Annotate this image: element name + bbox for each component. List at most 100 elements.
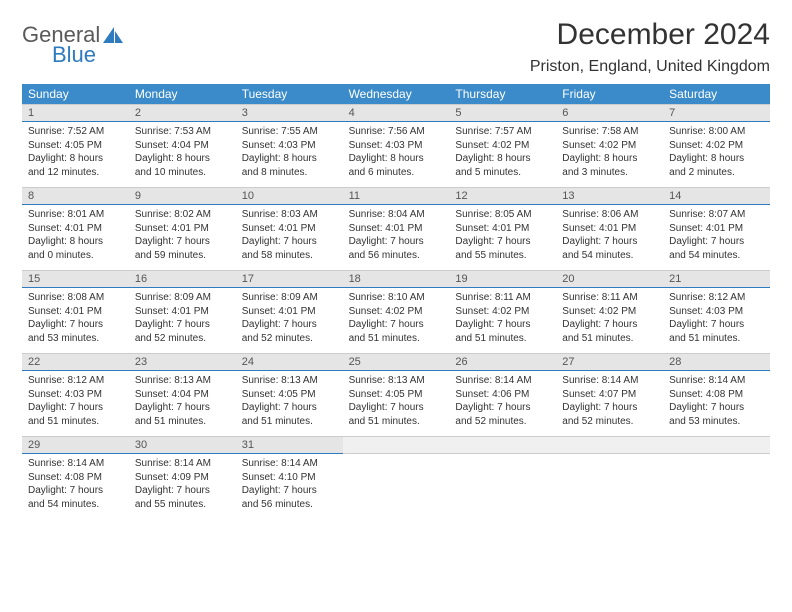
day-number-cell: 16 bbox=[129, 270, 236, 288]
day-number: 13 bbox=[562, 190, 574, 202]
daylight-line2: and 51 minutes. bbox=[669, 332, 764, 346]
sunset-label: Sunset: 4:02 PM bbox=[562, 139, 657, 153]
day-number-cell bbox=[343, 436, 450, 454]
day-content-cell: Sunrise: 7:56 AMSunset: 4:03 PMDaylight:… bbox=[343, 122, 450, 187]
day-number: 18 bbox=[349, 273, 361, 285]
day-content-cell: Sunrise: 7:53 AMSunset: 4:04 PMDaylight:… bbox=[129, 122, 236, 187]
day-number-cell: 31 bbox=[236, 436, 343, 454]
daylight-line1: Daylight: 8 hours bbox=[28, 152, 123, 166]
day-number: 3 bbox=[242, 107, 248, 119]
day-number: 31 bbox=[242, 439, 254, 451]
day-content-cell: Sunrise: 8:13 AMSunset: 4:05 PMDaylight:… bbox=[343, 371, 450, 436]
day-number: 17 bbox=[242, 273, 254, 285]
day-content-cell: Sunrise: 8:12 AMSunset: 4:03 PMDaylight:… bbox=[22, 371, 129, 436]
daylight-line2: and 51 minutes. bbox=[349, 415, 444, 429]
day-number-row: 22232425262728 bbox=[22, 353, 770, 371]
day-number-cell: 10 bbox=[236, 187, 343, 205]
day-content-cell: Sunrise: 8:09 AMSunset: 4:01 PMDaylight:… bbox=[236, 288, 343, 353]
sunrise-label: Sunrise: 8:09 AM bbox=[242, 291, 337, 305]
sunrise-label: Sunrise: 8:13 AM bbox=[135, 374, 230, 388]
daylight-line2: and 5 minutes. bbox=[455, 166, 550, 180]
daylight-line2: and 0 minutes. bbox=[28, 249, 123, 263]
day-content-cell: Sunrise: 8:02 AMSunset: 4:01 PMDaylight:… bbox=[129, 205, 236, 270]
day-content-cell: Sunrise: 8:05 AMSunset: 4:01 PMDaylight:… bbox=[449, 205, 556, 270]
day-number: 15 bbox=[28, 273, 40, 285]
location-label: Priston, England, United Kingdom bbox=[530, 58, 770, 76]
day-content-cell bbox=[663, 454, 770, 519]
day-content-cell: Sunrise: 7:57 AMSunset: 4:02 PMDaylight:… bbox=[449, 122, 556, 187]
day-number-cell: 4 bbox=[343, 104, 450, 122]
daylight-line2: and 51 minutes. bbox=[28, 415, 123, 429]
daylight-line1: Daylight: 7 hours bbox=[242, 318, 337, 332]
day-number-cell bbox=[663, 436, 770, 454]
day-content-cell: Sunrise: 8:09 AMSunset: 4:01 PMDaylight:… bbox=[129, 288, 236, 353]
title-block: December 2024 Priston, England, United K… bbox=[530, 18, 770, 76]
daylight-line2: and 59 minutes. bbox=[135, 249, 230, 263]
sunset-label: Sunset: 4:05 PM bbox=[242, 388, 337, 402]
day-content-cell: Sunrise: 7:55 AMSunset: 4:03 PMDaylight:… bbox=[236, 122, 343, 187]
daylight-line1: Daylight: 8 hours bbox=[242, 152, 337, 166]
day-number: 27 bbox=[562, 356, 574, 368]
daylight-line1: Daylight: 7 hours bbox=[135, 318, 230, 332]
daylight-line2: and 53 minutes. bbox=[669, 415, 764, 429]
sunset-label: Sunset: 4:03 PM bbox=[669, 305, 764, 319]
brand-sail-icon bbox=[102, 26, 124, 44]
day-content-row: Sunrise: 8:14 AMSunset: 4:08 PMDaylight:… bbox=[22, 454, 770, 519]
day-number: 25 bbox=[349, 356, 361, 368]
sunrise-label: Sunrise: 8:11 AM bbox=[455, 291, 550, 305]
sunrise-label: Sunrise: 8:03 AM bbox=[242, 208, 337, 222]
weekday-header: Saturday bbox=[663, 84, 770, 104]
day-content-row: Sunrise: 8:01 AMSunset: 4:01 PMDaylight:… bbox=[22, 205, 770, 270]
brand-logo: General Blue bbox=[22, 18, 124, 66]
day-content-cell: Sunrise: 8:14 AMSunset: 4:08 PMDaylight:… bbox=[663, 371, 770, 436]
day-number-cell: 18 bbox=[343, 270, 450, 288]
sunset-label: Sunset: 4:05 PM bbox=[349, 388, 444, 402]
day-number: 19 bbox=[455, 273, 467, 285]
sunset-label: Sunset: 4:08 PM bbox=[669, 388, 764, 402]
day-number: 2 bbox=[135, 107, 141, 119]
sunrise-label: Sunrise: 7:52 AM bbox=[28, 125, 123, 139]
daylight-line1: Daylight: 8 hours bbox=[455, 152, 550, 166]
sunset-label: Sunset: 4:03 PM bbox=[242, 139, 337, 153]
day-number-cell: 8 bbox=[22, 187, 129, 205]
daylight-line2: and 3 minutes. bbox=[562, 166, 657, 180]
day-content-cell: Sunrise: 8:03 AMSunset: 4:01 PMDaylight:… bbox=[236, 205, 343, 270]
sunset-label: Sunset: 4:02 PM bbox=[669, 139, 764, 153]
day-content-cell: Sunrise: 7:58 AMSunset: 4:02 PMDaylight:… bbox=[556, 122, 663, 187]
day-number-cell: 13 bbox=[556, 187, 663, 205]
sunset-label: Sunset: 4:02 PM bbox=[455, 305, 550, 319]
daylight-line2: and 51 minutes. bbox=[135, 415, 230, 429]
daylight-line2: and 55 minutes. bbox=[455, 249, 550, 263]
day-number-cell: 24 bbox=[236, 353, 343, 371]
weekday-header: Monday bbox=[129, 84, 236, 104]
daylight-line2: and 51 minutes. bbox=[562, 332, 657, 346]
header: General Blue December 2024 Priston, Engl… bbox=[22, 18, 770, 76]
weekday-header-row: Sunday Monday Tuesday Wednesday Thursday… bbox=[22, 84, 770, 104]
day-number: 6 bbox=[562, 107, 568, 119]
daylight-line1: Daylight: 7 hours bbox=[455, 235, 550, 249]
sunset-label: Sunset: 4:01 PM bbox=[242, 222, 337, 236]
day-number-cell: 12 bbox=[449, 187, 556, 205]
sunset-label: Sunset: 4:03 PM bbox=[349, 139, 444, 153]
day-number: 28 bbox=[669, 356, 681, 368]
day-content-cell: Sunrise: 7:52 AMSunset: 4:05 PMDaylight:… bbox=[22, 122, 129, 187]
day-content-row: Sunrise: 8:12 AMSunset: 4:03 PMDaylight:… bbox=[22, 371, 770, 436]
daylight-line2: and 55 minutes. bbox=[135, 498, 230, 512]
sunrise-label: Sunrise: 7:55 AM bbox=[242, 125, 337, 139]
daylight-line1: Daylight: 7 hours bbox=[135, 235, 230, 249]
sunset-label: Sunset: 4:01 PM bbox=[135, 305, 230, 319]
day-number-cell: 27 bbox=[556, 353, 663, 371]
daylight-line2: and 2 minutes. bbox=[669, 166, 764, 180]
day-content-cell: Sunrise: 8:08 AMSunset: 4:01 PMDaylight:… bbox=[22, 288, 129, 353]
daylight-line2: and 52 minutes. bbox=[135, 332, 230, 346]
daylight-line2: and 56 minutes. bbox=[349, 249, 444, 263]
daylight-line2: and 58 minutes. bbox=[242, 249, 337, 263]
sunset-label: Sunset: 4:09 PM bbox=[135, 471, 230, 485]
day-number-cell: 28 bbox=[663, 353, 770, 371]
sunrise-label: Sunrise: 7:56 AM bbox=[349, 125, 444, 139]
day-number: 24 bbox=[242, 356, 254, 368]
daylight-line2: and 51 minutes. bbox=[349, 332, 444, 346]
day-number: 21 bbox=[669, 273, 681, 285]
day-number-cell: 9 bbox=[129, 187, 236, 205]
daylight-line2: and 8 minutes. bbox=[242, 166, 337, 180]
